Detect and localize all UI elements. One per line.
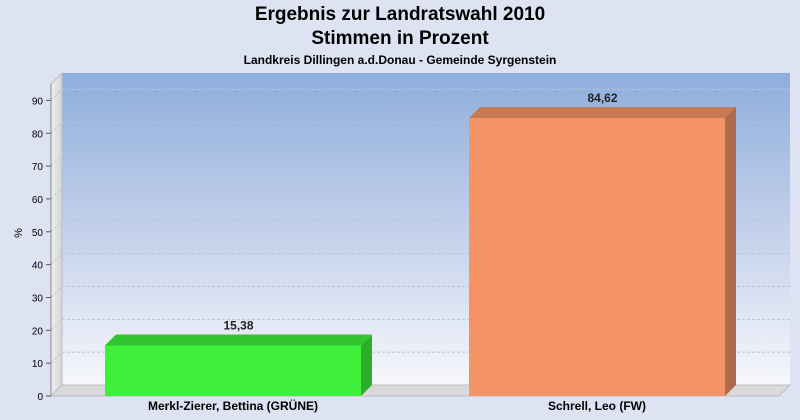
gridline-side (50, 187, 63, 200)
bar (105, 345, 361, 396)
gridline-side (50, 253, 63, 265)
y-tick-label: 10 (32, 359, 44, 370)
bar-value-label: 84,62 (587, 91, 617, 105)
chart-title: Ergebnis zur Landratswahl 2010 (254, 4, 546, 25)
y-tick-label: 40 (32, 261, 44, 272)
y-axis-label: % (13, 228, 25, 238)
gridline-side (50, 154, 63, 167)
y-tick-label: 50 (32, 228, 44, 239)
y-tick-label: 20 (32, 326, 44, 337)
gridline-side (50, 286, 63, 298)
gridline-side (50, 89, 63, 101)
gridline-side (50, 220, 63, 233)
x-tick-label: Merkl-Zierer, Bettina (GRÜNE) (148, 398, 318, 413)
bar-top (105, 334, 372, 346)
gridline-side (50, 351, 63, 364)
y-tick-label: 60 (32, 195, 44, 206)
x-tick-label: Schrell, Leo (FW) (548, 399, 646, 413)
y-tick-label: 90 (32, 96, 44, 107)
bar-side (361, 334, 372, 396)
bar-side (725, 107, 736, 397)
chart-subtitle: Stimmen in Prozent (311, 28, 489, 49)
gridline-side (50, 318, 63, 331)
y-tick-label: 70 (32, 162, 44, 173)
y-tick-label: 30 (32, 293, 44, 304)
gridline-side (50, 121, 63, 134)
bar-value-label: 15,38 (223, 318, 253, 332)
y-tick-label: 0 (37, 392, 43, 403)
plot-left-wall (50, 71, 63, 398)
chart-caption: Landkreis Dillingen a.d.Donau - Gemeinde… (243, 53, 557, 67)
bar (469, 118, 725, 397)
bar-top (469, 107, 736, 119)
y-tick-label: 80 (32, 129, 44, 140)
